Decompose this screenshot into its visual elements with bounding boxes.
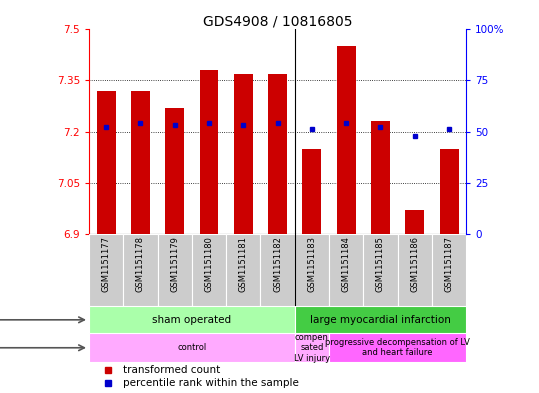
Text: progressive decompensation of LV
and heart failure: progressive decompensation of LV and hea… bbox=[325, 338, 470, 358]
Text: transformed count: transformed count bbox=[123, 365, 220, 375]
Bar bbox=[89, 233, 123, 307]
Bar bbox=[337, 46, 356, 233]
Text: GSM1151179: GSM1151179 bbox=[170, 236, 179, 292]
Bar bbox=[199, 70, 218, 233]
Text: GSM1151187: GSM1151187 bbox=[445, 236, 454, 292]
Text: percentile rank within the sample: percentile rank within the sample bbox=[123, 378, 299, 388]
Bar bbox=[226, 233, 260, 307]
Bar bbox=[295, 233, 329, 307]
Text: GSM1151185: GSM1151185 bbox=[376, 236, 385, 292]
Text: protocol: protocol bbox=[0, 315, 84, 325]
Text: sham operated: sham operated bbox=[153, 315, 231, 325]
Bar bbox=[268, 74, 287, 233]
Text: disease state: disease state bbox=[0, 343, 84, 353]
Bar bbox=[432, 233, 466, 307]
Bar bbox=[165, 108, 184, 233]
Bar bbox=[260, 233, 295, 307]
Text: GSM1151180: GSM1151180 bbox=[204, 236, 213, 292]
Text: GSM1151182: GSM1151182 bbox=[273, 236, 282, 292]
Bar bbox=[157, 233, 192, 307]
Text: GSM1151177: GSM1151177 bbox=[101, 236, 110, 292]
Text: compen
sated
LV injury: compen sated LV injury bbox=[294, 333, 330, 363]
Text: control: control bbox=[177, 343, 206, 352]
Text: GSM1151178: GSM1151178 bbox=[136, 236, 145, 292]
Text: GSM1151186: GSM1151186 bbox=[410, 236, 419, 292]
Bar bbox=[398, 233, 432, 307]
Bar bbox=[234, 74, 253, 233]
Bar bbox=[363, 233, 398, 307]
Bar bbox=[329, 333, 466, 362]
Bar bbox=[192, 233, 226, 307]
Bar bbox=[96, 91, 115, 233]
Text: GSM1151184: GSM1151184 bbox=[342, 236, 351, 292]
Bar bbox=[89, 307, 295, 333]
Text: large myocardial infarction: large myocardial infarction bbox=[310, 315, 451, 325]
Bar bbox=[371, 121, 390, 233]
Text: GSM1151181: GSM1151181 bbox=[239, 236, 248, 292]
Bar bbox=[89, 333, 295, 362]
Bar bbox=[295, 333, 329, 362]
Bar bbox=[123, 233, 157, 307]
Bar bbox=[302, 149, 321, 233]
Text: GSM1151183: GSM1151183 bbox=[307, 236, 316, 292]
Bar bbox=[131, 91, 150, 233]
Bar bbox=[440, 149, 459, 233]
Bar bbox=[405, 210, 424, 233]
Bar bbox=[329, 233, 363, 307]
Title: GDS4908 / 10816805: GDS4908 / 10816805 bbox=[203, 14, 353, 28]
Bar bbox=[295, 307, 466, 333]
